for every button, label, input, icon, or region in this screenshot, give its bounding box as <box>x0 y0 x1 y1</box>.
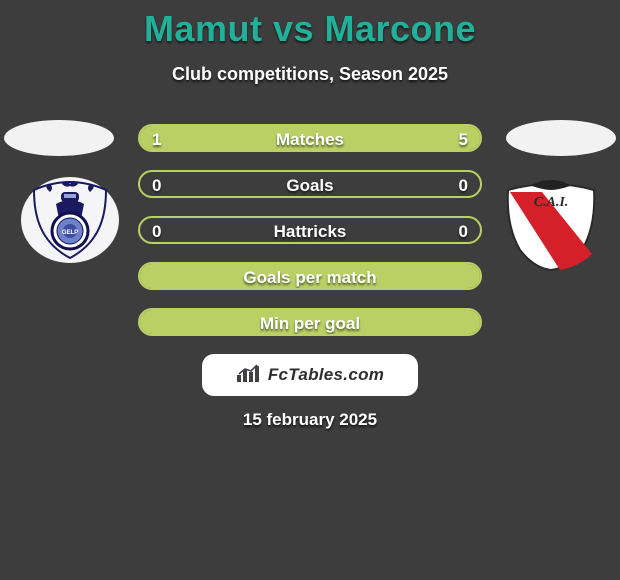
stats-table: 15Matches 00Goals 00Hattricks Goals per mat… <box>138 124 482 354</box>
brand-box[interactable]: FcTables.com <box>202 354 418 396</box>
stat-row: 15Matches <box>138 124 482 152</box>
team2-crest: C.A.I. <box>500 176 602 272</box>
stat-label: Goals <box>140 172 480 198</box>
player2-avatar-placeholder <box>506 120 616 156</box>
stat-row: Min per goal <box>138 308 482 336</box>
comparison-card: Mamut vs Marcone Club competitions, Seas… <box>0 0 620 580</box>
comparison-title: Mamut vs Marcone <box>0 0 620 50</box>
stat-label: Hattricks <box>140 218 480 244</box>
stat-label: Goals per match <box>140 264 480 290</box>
svg-text:C.A.I.: C.A.I. <box>534 195 569 210</box>
stat-row: Goals per match <box>138 262 482 290</box>
stat-row: 00Hattricks <box>138 216 482 244</box>
subtitle: Club competitions, Season 2025 <box>0 64 620 85</box>
player2-name: Marcone <box>325 8 477 49</box>
brand-bars-icon <box>236 363 262 388</box>
stat-label: Matches <box>140 126 480 152</box>
brand-text: FcTables.com <box>268 365 384 385</box>
player1-avatar-placeholder <box>4 120 114 156</box>
svg-text:GELP: GELP <box>62 230 78 236</box>
stat-label: Min per goal <box>140 310 480 336</box>
team1-crest: GELP <box>20 176 120 264</box>
date-text: 15 february 2025 <box>0 410 620 430</box>
player1-name: Mamut <box>144 8 263 49</box>
vs-separator: vs <box>273 8 314 49</box>
stat-row: 00Goals <box>138 170 482 198</box>
